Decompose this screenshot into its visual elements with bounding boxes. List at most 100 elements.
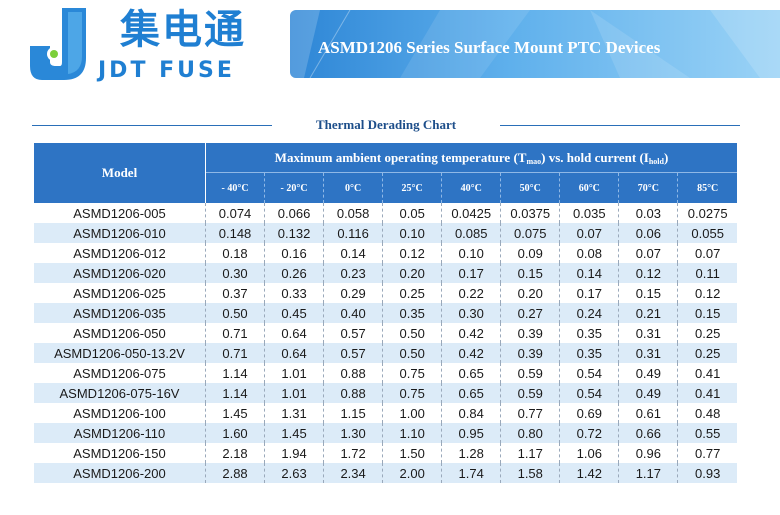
brand-logo: 集电通 JDT FUSE — [28, 6, 268, 83]
hold-current-cell: 0.66 — [618, 423, 678, 443]
hold-current-cell: 0.30 — [204, 263, 265, 283]
hold-current-cell: 1.28 — [441, 443, 501, 463]
hold-current-cell: 0.64 — [264, 343, 324, 363]
hold-current-cell: 0.07 — [677, 243, 737, 263]
temperature-header: 0°C — [323, 172, 383, 203]
hold-current-cell: 0.57 — [323, 323, 383, 343]
hold-current-cell: 0.55 — [677, 423, 737, 443]
brand-chinese-name: 集电通 — [120, 7, 246, 53]
hold-current-cell: 0.42 — [441, 323, 501, 343]
hold-current-cell: 0.09 — [500, 243, 560, 263]
hold-current-cell: 0.69 — [559, 403, 619, 423]
hold-current-cell: 0.058 — [323, 203, 383, 223]
hold-current-cell: 0.49 — [618, 363, 678, 383]
hold-current-cell: 0.59 — [500, 383, 560, 403]
hold-current-cell: 0.29 — [323, 283, 383, 303]
hold-current-cell: 0.75 — [382, 383, 442, 403]
jdt-logo-mark-icon — [30, 8, 86, 80]
hold-current-cell: 1.45 — [264, 423, 324, 443]
hold-current-cell: 0.14 — [323, 243, 383, 263]
table-body: ASMD1206-005 0.074 0.066 0.058 0.05 0.0425 0.0… — [34, 203, 737, 483]
hold-current-cell: 1.00 — [382, 403, 442, 423]
hold-current-cell: 0.72 — [559, 423, 619, 443]
model-cell: ASMD1206-200 — [34, 463, 206, 483]
title-divider-left — [32, 125, 272, 126]
model-cell: ASMD1206-075 — [73, 365, 166, 381]
model-cell: ASMD1206-050-13.2V — [34, 343, 206, 363]
hold-current-cell: 0.055 — [677, 223, 737, 243]
table-row: ASMD1206-075 1.14 1.01 0.88 0.75 0.65 0.59 0.54… — [34, 363, 737, 383]
hold-current-cell: 2.63 — [264, 463, 324, 483]
group-header-sub-mao: mao — [526, 156, 542, 166]
hold-current-cell: 2.18 — [204, 443, 265, 463]
hold-current-cell: 0.65 — [441, 363, 501, 383]
hold-current-cell: 0.18 — [204, 243, 265, 263]
hold-current-cell: 2.88 — [204, 463, 265, 483]
hold-current-cell: 0.10 — [441, 243, 501, 263]
temperature-header: - 20°C — [264, 172, 324, 203]
group-header-sub-hold: hold — [648, 156, 664, 166]
header-banner: ASMD1206 Series Surface Mount PTC Device… — [290, 10, 780, 78]
hold-current-cell: 0.50 — [204, 303, 265, 323]
hold-current-cell: 0.40 — [323, 303, 383, 323]
hold-current-cell: 1.14 — [204, 363, 265, 383]
temperature-header: - 40°C — [205, 172, 265, 203]
hold-current-cell: 0.42 — [441, 343, 501, 363]
model-cell: ASMD1206-075-16V — [34, 383, 206, 403]
model-cell: ASMD1206-025 — [73, 285, 166, 301]
hold-current-cell: 0.39 — [500, 343, 560, 363]
hold-current-cell: 0.71 — [204, 343, 265, 363]
hold-current-cell: 0.50 — [382, 343, 442, 363]
chart-title: Thermal Derading Chart — [315, 117, 457, 132]
table-row: ASMD1206-035 0.50 0.45 0.40 0.35 0.30 0.27 0.24… — [34, 303, 737, 323]
hold-current-cell: 0.39 — [500, 323, 560, 343]
model-cell: ASMD1206-110 — [34, 423, 206, 443]
hold-current-cell: 0.03 — [618, 203, 678, 223]
hold-current-cell: 0.20 — [382, 263, 442, 283]
hold-current-cell: 2.34 — [323, 463, 383, 483]
hold-current-cell: 0.035 — [559, 203, 619, 223]
hold-current-cell: 0.17 — [559, 283, 619, 303]
hold-current-cell: 0.31 — [618, 343, 678, 363]
table-row: ASMD1206-012 0.18 0.16 0.14 0.12 0.10 0.09 0.08… — [34, 243, 737, 263]
table-row: ASMD1206-110 1.60 1.45 1.30 1.10 0.95 0.80 0.72… — [34, 423, 737, 443]
banner-decoration-icon — [290, 10, 780, 78]
hold-current-cell: 1.17 — [500, 443, 560, 463]
hold-current-cell: 1.15 — [323, 403, 383, 423]
hold-current-cell: 0.07 — [559, 223, 619, 243]
hold-current-cell: 0.132 — [264, 223, 324, 243]
group-header-suffix: ) — [663, 149, 669, 165]
hold-current-cell: 0.0375 — [500, 203, 560, 223]
table-row: ASMD1206-025 0.37 0.33 0.29 0.25 0.22 0.20 0.17… — [34, 283, 737, 303]
hold-current-cell: 0.0425 — [441, 203, 501, 223]
hold-current-cell: 1.42 — [559, 463, 619, 483]
hold-current-cell: 0.77 — [677, 443, 737, 463]
hold-current-cell: 0.54 — [559, 383, 619, 403]
hold-current-cell: 0.80 — [500, 423, 560, 443]
hold-current-cell: 0.116 — [323, 223, 383, 243]
hold-current-cell: 0.07 — [618, 243, 678, 263]
hold-current-cell: 0.25 — [677, 343, 737, 363]
hold-current-cell: 0.96 — [618, 443, 678, 463]
hold-current-cell: 0.37 — [204, 283, 265, 303]
hold-current-cell: 0.49 — [618, 383, 678, 403]
table-row: ASMD1206-100 1.45 1.31 1.15 1.00 0.84 0.77 0.69… — [34, 403, 737, 423]
hold-current-cell: 1.01 — [264, 363, 324, 383]
table-row: ASMD1206-005 0.074 0.066 0.058 0.05 0.0425 0.0… — [34, 203, 737, 223]
hold-current-cell: 0.50 — [382, 323, 442, 343]
hold-current-cell: 0.26 — [264, 263, 324, 283]
temperature-group-header: Maximum ambient operating temperature (T… — [205, 143, 737, 173]
hold-current-cell: 0.93 — [677, 463, 737, 483]
hold-current-cell: 0.95 — [441, 423, 501, 443]
hold-current-cell: 0.41 — [677, 363, 737, 383]
hold-current-cell: 0.066 — [264, 203, 324, 223]
hold-current-cell: 0.35 — [382, 303, 442, 323]
hold-current-cell: 0.14 — [559, 263, 619, 283]
temperature-header: 60°C — [559, 172, 619, 203]
hold-current-cell: 0.05 — [382, 203, 442, 223]
table-row: ASMD1206-050 0.71 0.64 0.57 0.50 0.42 0.39 0.35… — [34, 323, 737, 343]
hold-current-cell: 2.00 — [382, 463, 442, 483]
hold-current-cell: 1.01 — [264, 383, 324, 403]
hold-current-cell: 0.84 — [441, 403, 501, 423]
chart-title-row: Thermal Derading Chart — [32, 116, 740, 136]
